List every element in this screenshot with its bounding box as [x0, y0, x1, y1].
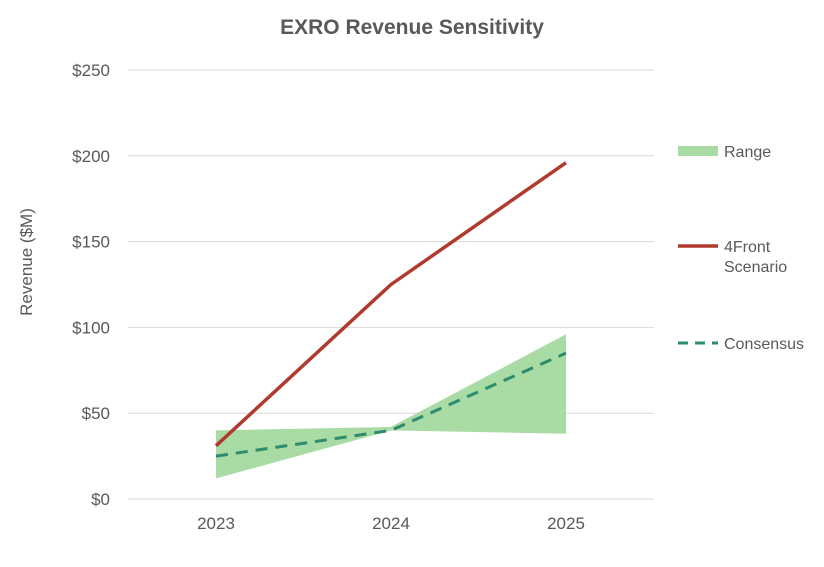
y-tick-label: $200: [72, 147, 110, 166]
x-tick-labels: 2023 2024 2025: [197, 514, 585, 533]
y-tick-label: $100: [72, 318, 110, 337]
chart-title: EXRO Revenue Sensitivity: [280, 16, 544, 39]
series-line-4front-scenario: [214, 161, 567, 448]
gridlines: [128, 69, 654, 500]
legend-label-line: 4Front: [724, 239, 771, 256]
x-tick-label: 2024: [372, 514, 410, 533]
x-tick-label: 2025: [547, 514, 585, 533]
legend-swatch-range: [678, 146, 718, 156]
legend-label-line: Scenario: [724, 259, 787, 276]
y-tick-label: $250: [72, 61, 110, 80]
legend-label-range: Range: [724, 144, 771, 161]
x-tick-label: 2023: [197, 514, 235, 533]
y-tick-label: $0: [91, 490, 110, 509]
y-tick-label: $150: [72, 233, 110, 252]
y-axis-label: Revenue ($M): [17, 208, 36, 316]
y-tick-label: $50: [82, 404, 110, 423]
range-area-layer: [216, 334, 566, 479]
y-tick-labels: $0 $50 $100 $150 $200 $250: [72, 61, 110, 509]
range-area: [216, 334, 566, 479]
legend-label-consensus: Consensus: [724, 336, 804, 353]
legend-label-4front-scenario: 4Front Scenario: [724, 239, 787, 276]
series-layer: [214, 161, 567, 458]
series-line-consensus: [215, 351, 567, 458]
legend: Range 4Front Scenario Consensus: [678, 144, 804, 353]
